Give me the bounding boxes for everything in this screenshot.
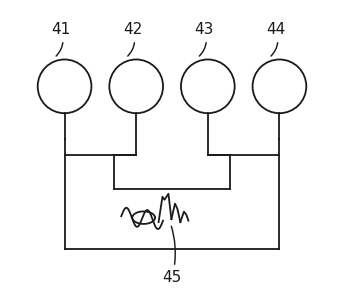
- Text: 43: 43: [194, 22, 214, 56]
- Text: 45: 45: [162, 226, 182, 285]
- Text: 42: 42: [123, 22, 142, 56]
- Text: 44: 44: [266, 22, 285, 56]
- Text: 41: 41: [51, 22, 71, 56]
